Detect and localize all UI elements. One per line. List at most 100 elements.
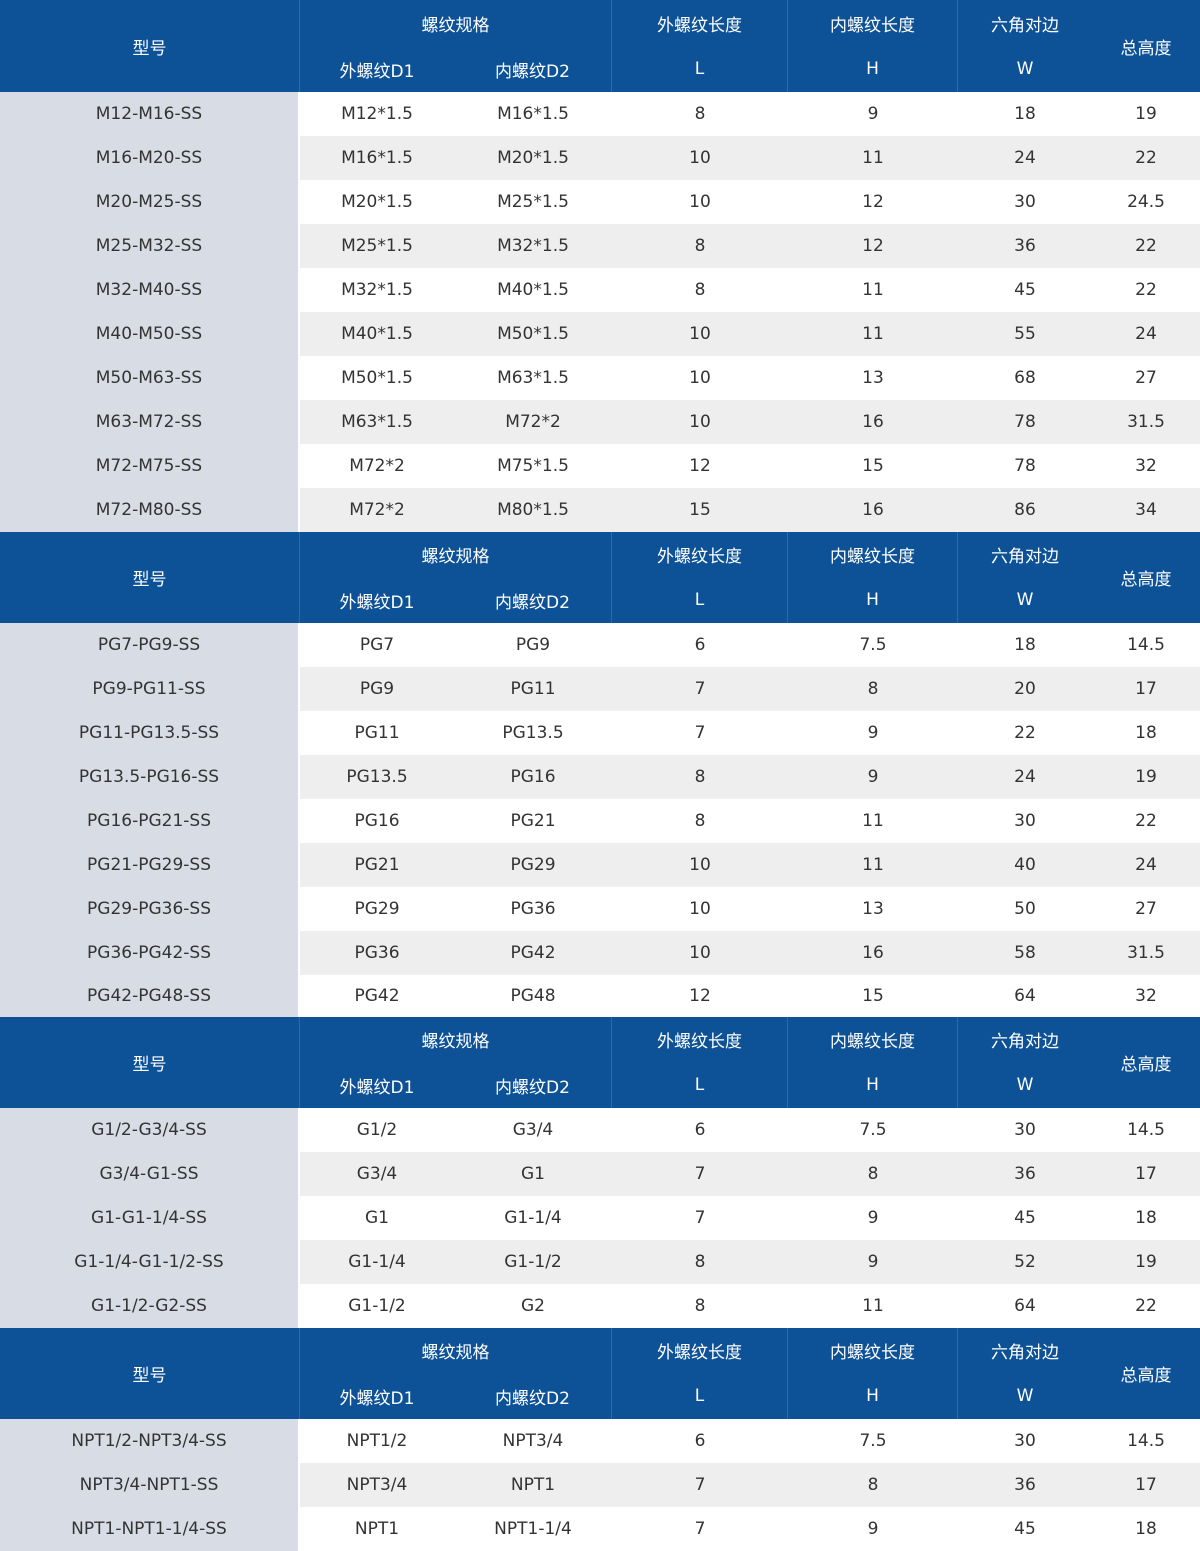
header-hex: 六角对边: [991, 547, 1059, 568]
table-cell: 27: [1092, 356, 1200, 400]
table-cell: 19: [1092, 755, 1200, 799]
table-cell: 78: [958, 444, 1092, 488]
header-inner-d2: 内螺纹D2: [454, 1373, 612, 1419]
header-W: W: [1016, 590, 1034, 611]
table-cell: 18: [1092, 1507, 1200, 1551]
table-cell: 32: [1092, 444, 1200, 488]
table-cell: G2: [454, 1284, 612, 1328]
table-cell: 64: [958, 975, 1092, 1017]
header-H: H: [788, 1373, 958, 1419]
table-cell: 8: [612, 224, 788, 268]
table-cell: NPT3/4: [300, 1463, 454, 1507]
header-outer-len: 外螺纹长度: [612, 0, 788, 46]
table-cell: 8: [612, 92, 788, 136]
model-cell: PG21-PG29-SS: [0, 843, 300, 887]
model-cell: PG7-PG9-SS: [0, 623, 300, 667]
table-cell: 55: [958, 312, 1092, 356]
table-row: PG13.5-PG16-SS PG13.5 PG16 8 9 24 19: [0, 755, 1200, 799]
table-cell: 24: [958, 136, 1092, 180]
table-cell: 17: [1092, 1463, 1200, 1507]
table-cell: M50*1.5: [454, 312, 612, 356]
table-cell: M20*1.5: [454, 136, 612, 180]
table-row: G1-1/4-G1-1/2-SS G1-1/4 G1-1/2 8 9 52 19: [0, 1240, 1200, 1284]
table-row: G1/2-G3/4-SS G1/2 G3/4 6 7.5 30 14.5: [0, 1108, 1200, 1152]
table-cell: 9: [788, 711, 958, 755]
table-cell: G1-1/4: [454, 1196, 612, 1240]
table-cell: 27: [1092, 887, 1200, 931]
table-cell: M12*1.5: [300, 92, 454, 136]
table-cell: M72*2: [300, 444, 454, 488]
header-inner-len: 内螺纹长度: [788, 532, 958, 578]
table-header: 型号 螺纹规格 外螺纹D1 内螺纹D2 外螺纹长度 L 内螺纹长度 H 六角对边 W 总高度: [0, 532, 1200, 623]
table-cell: 16: [788, 400, 958, 444]
header-outer-len: 外螺纹长度: [612, 1328, 788, 1374]
table-cell: 13: [788, 356, 958, 400]
model-cell: M20-M25-SS: [0, 180, 300, 224]
table-cell: 32: [1092, 975, 1200, 1017]
header-total: 总高度: [1120, 38, 1172, 59]
header-W: W: [1016, 1386, 1034, 1407]
table-cell: G1-1/2: [300, 1284, 454, 1328]
table-cell: 22: [1092, 224, 1200, 268]
header-total: 总高度: [1120, 570, 1172, 590]
table-cell: G1: [300, 1196, 454, 1240]
table-cell: 45: [958, 268, 1092, 312]
table-row: G1-G1-1/4-SS G1 G1-1/4 7 9 45 18: [0, 1196, 1200, 1240]
model-cell: PG13.5-PG16-SS: [0, 755, 300, 799]
table-cell: PG13.5: [454, 711, 612, 755]
header-L: L: [612, 1062, 788, 1108]
table-cell: 30: [958, 180, 1092, 224]
table-row: PG21-PG29-SS PG21 PG29 10 11 40 24: [0, 843, 1200, 887]
table-row: M40-M50-SS M40*1.5 M50*1.5 10 11 55 24: [0, 312, 1200, 356]
table-cell: M16*1.5: [454, 92, 612, 136]
table-row: M16-M20-SS M16*1.5 M20*1.5 10 11 24 22: [0, 136, 1200, 180]
table-row: M72-M80-SS M72*2 M80*1.5 15 16 86 34: [0, 488, 1200, 532]
table-cell: PG7: [300, 623, 454, 667]
table-cell: 12: [612, 444, 788, 488]
table-cell: PG42: [454, 931, 612, 975]
model-cell: M63-M72-SS: [0, 400, 300, 444]
table-row: M20-M25-SS M20*1.5 M25*1.5 10 12 30 24.5: [0, 180, 1200, 224]
table-row: M32-M40-SS M32*1.5 M40*1.5 8 11 45 22: [0, 268, 1200, 312]
table-cell: PG42: [300, 975, 454, 1017]
header-outer-d1: 外螺纹D1: [339, 592, 415, 613]
table-cell: 58: [958, 931, 1092, 975]
model-cell: M25-M32-SS: [0, 224, 300, 268]
table-cell: G3/4: [454, 1108, 612, 1152]
table-cell: 17: [1092, 1152, 1200, 1196]
table-row: PG16-PG21-SS PG16 PG21 8 11 30 22: [0, 799, 1200, 843]
table-cell: 7: [612, 1463, 788, 1507]
header-thread-spec: 螺纹规格: [300, 1017, 612, 1063]
model-cell: M32-M40-SS: [0, 268, 300, 312]
table-cell: NPT1-1/4: [454, 1507, 612, 1551]
table-cell: 18: [1092, 1196, 1200, 1240]
table-cell: 24: [1092, 843, 1200, 887]
header-total: 总高度: [1120, 1055, 1172, 1075]
table-cell: 16: [788, 488, 958, 532]
table-cell: 22: [1092, 136, 1200, 180]
table-cell: 24.5: [1092, 180, 1200, 224]
model-cell: M72-M80-SS: [0, 488, 300, 532]
header-W: W: [1016, 1075, 1034, 1096]
table-cell: 11: [788, 799, 958, 843]
model-cell: G1-G1-1/4-SS: [0, 1196, 300, 1240]
table-cell: PG36: [300, 931, 454, 975]
table-cell: 10: [612, 136, 788, 180]
table-cell: 18: [958, 92, 1092, 136]
table-cell: 64: [958, 1284, 1092, 1328]
table-cell: 10: [612, 356, 788, 400]
table-cell: 14.5: [1092, 1108, 1200, 1152]
table-cell: PG11: [454, 667, 612, 711]
header-thread-spec: 螺纹规格: [300, 1328, 612, 1374]
table-cell: NPT1: [454, 1463, 612, 1507]
table-cell: 7: [612, 667, 788, 711]
header-inner-len: 内螺纹长度: [788, 1017, 958, 1063]
table-cell: M25*1.5: [300, 224, 454, 268]
table-row: PG9-PG11-SS PG9 PG11 7 8 20 17: [0, 667, 1200, 711]
table-cell: 36: [958, 224, 1092, 268]
table-cell: PG9: [300, 667, 454, 711]
model-cell: M16-M20-SS: [0, 136, 300, 180]
table-cell: 7: [612, 711, 788, 755]
table-cell: 10: [612, 400, 788, 444]
